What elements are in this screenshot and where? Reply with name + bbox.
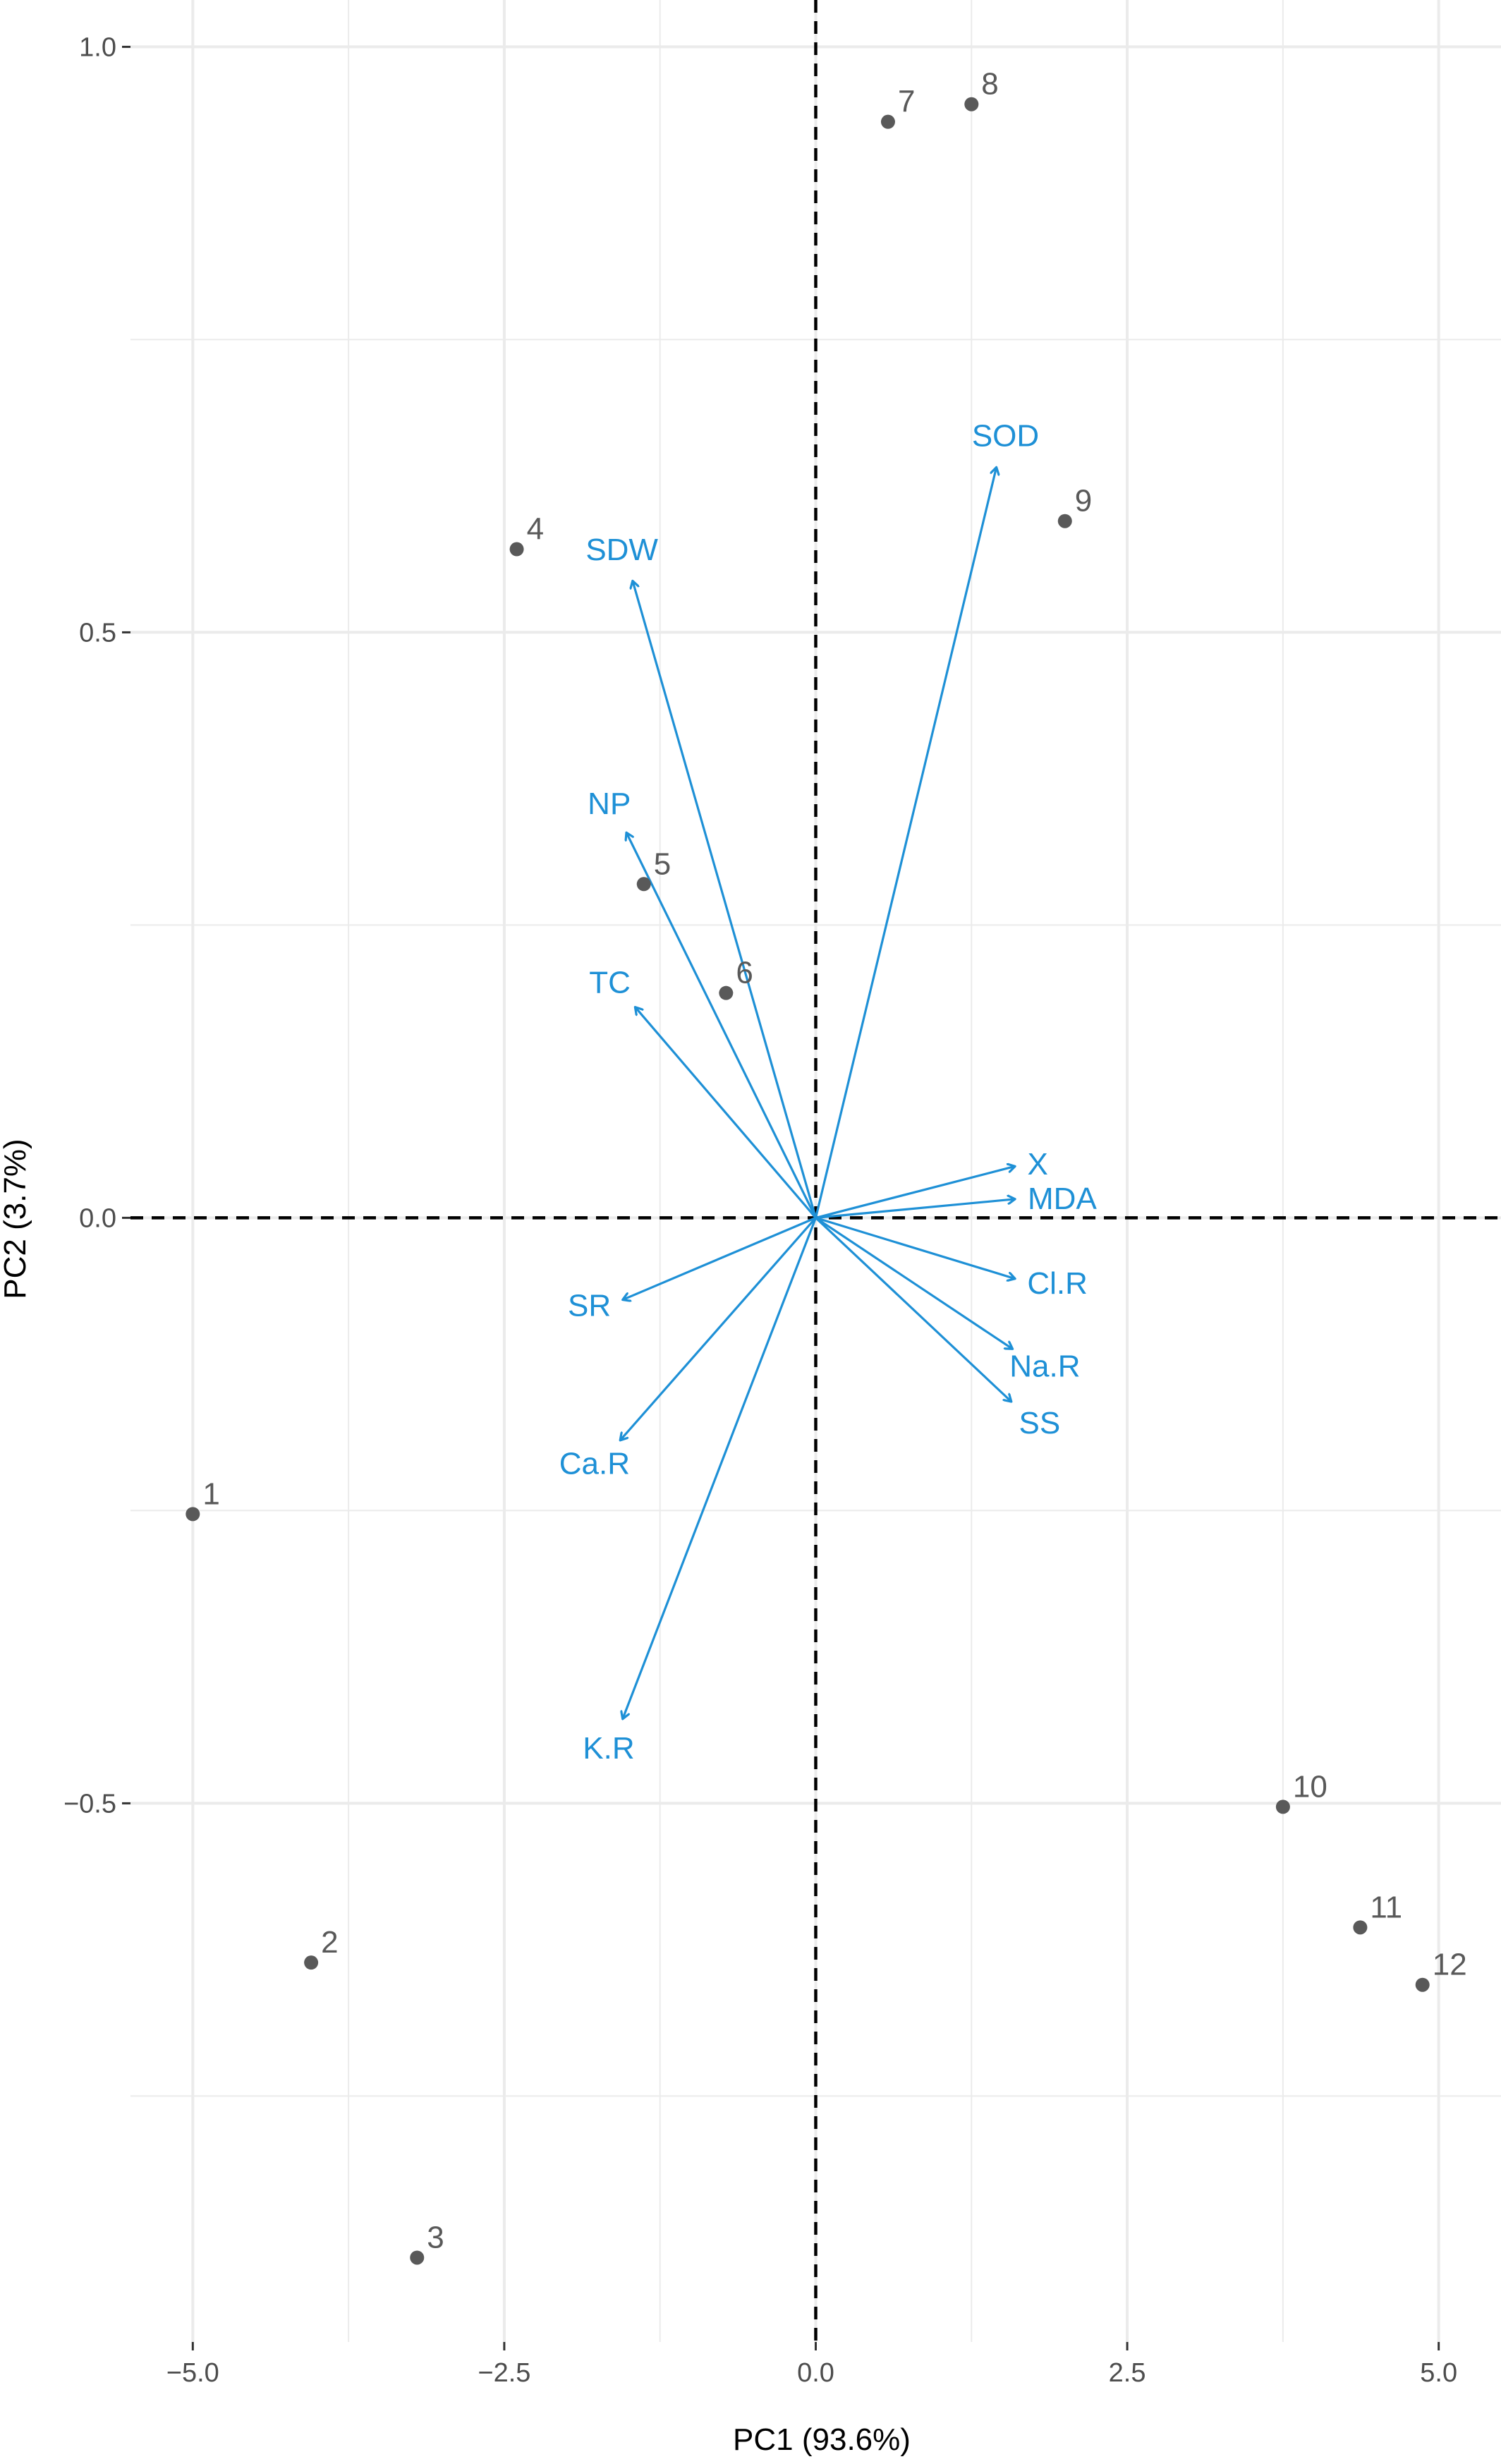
- loading-arrow: [620, 1217, 817, 1440]
- score-point-label: 11: [1370, 1890, 1402, 1924]
- loading-label: SR: [568, 1289, 611, 1323]
- x-tick-label: 5.0: [1420, 2358, 1457, 2388]
- loading-arrow: [633, 581, 818, 1218]
- score-point: [186, 1507, 200, 1522]
- loading-arrow: [623, 1216, 817, 1299]
- score-point: [304, 1955, 319, 1970]
- loading-arrow: [815, 1217, 1013, 1349]
- score-point: [719, 985, 734, 1000]
- loading-arrow: [626, 832, 817, 1219]
- score-point-label: 1: [202, 1476, 219, 1511]
- loading-label: Cl.R: [1027, 1266, 1088, 1301]
- loading-label: TC: [589, 965, 631, 1000]
- loading-label: K.R: [583, 1731, 634, 1766]
- score-point: [1057, 514, 1072, 528]
- x-tick-label: −2.5: [478, 2358, 530, 2388]
- score-point-label: 9: [1075, 484, 1092, 518]
- loading-arrow: [815, 1216, 1016, 1278]
- loading-arrow: [815, 1166, 1016, 1219]
- score-point: [880, 114, 895, 129]
- score-point-label: 8: [981, 67, 998, 102]
- score-point: [1275, 1800, 1290, 1814]
- score-point-label: 4: [527, 512, 544, 547]
- loading-label: SDW: [585, 533, 658, 567]
- loading-label: SS: [1019, 1406, 1061, 1440]
- loading-arrow: [635, 1007, 817, 1219]
- score-point: [1415, 1977, 1430, 1992]
- loading-label: Ca.R: [559, 1447, 630, 1481]
- score-point-label: 2: [321, 1925, 338, 1960]
- x-axis-title: PC1 (93.6%): [733, 2422, 911, 2457]
- loading-arrow: [815, 1217, 1011, 1402]
- loading-arrow: [623, 1217, 817, 1718]
- axis-ticks: −5.0 −2.5 0.0 2.5 5.0 1.0 0.5 0.0 −0.5: [63, 32, 1457, 2388]
- score-point: [509, 542, 524, 557]
- score-point-label: 5: [654, 846, 671, 881]
- loading-label: NP: [588, 787, 631, 821]
- y-tick-label: 1.0: [79, 32, 116, 62]
- score-point-label: 6: [736, 956, 753, 990]
- loading-label: Na.R: [1009, 1349, 1080, 1383]
- score-point-label: 10: [1293, 1769, 1327, 1804]
- score-point-label: 7: [898, 85, 915, 119]
- score-point: [964, 97, 979, 111]
- x-tick-label: 0.0: [797, 2358, 834, 2388]
- y-tick-label: 0.5: [79, 618, 116, 648]
- loading-label: SOD: [972, 419, 1039, 454]
- loading-arrow: [814, 467, 997, 1218]
- score-point: [1353, 1920, 1368, 1935]
- y-axis-title: PC2 (3.7%): [0, 1139, 32, 1299]
- y-tick-label: −0.5: [63, 1789, 116, 1819]
- score-point-label: 12: [1433, 1948, 1467, 1982]
- loading-arrow: [815, 1199, 1016, 1219]
- loading-label: X: [1028, 1147, 1048, 1182]
- score-point: [636, 877, 651, 892]
- x-tick-label: 2.5: [1109, 2358, 1146, 2388]
- loading-label: MDA: [1028, 1182, 1097, 1216]
- reference-lines: [130, 0, 1501, 2342]
- score-point-label: 3: [427, 2220, 444, 2254]
- y-tick-label: 0.0: [79, 1203, 116, 1233]
- score-point: [410, 2250, 425, 2265]
- x-tick-label: −5.0: [166, 2358, 219, 2388]
